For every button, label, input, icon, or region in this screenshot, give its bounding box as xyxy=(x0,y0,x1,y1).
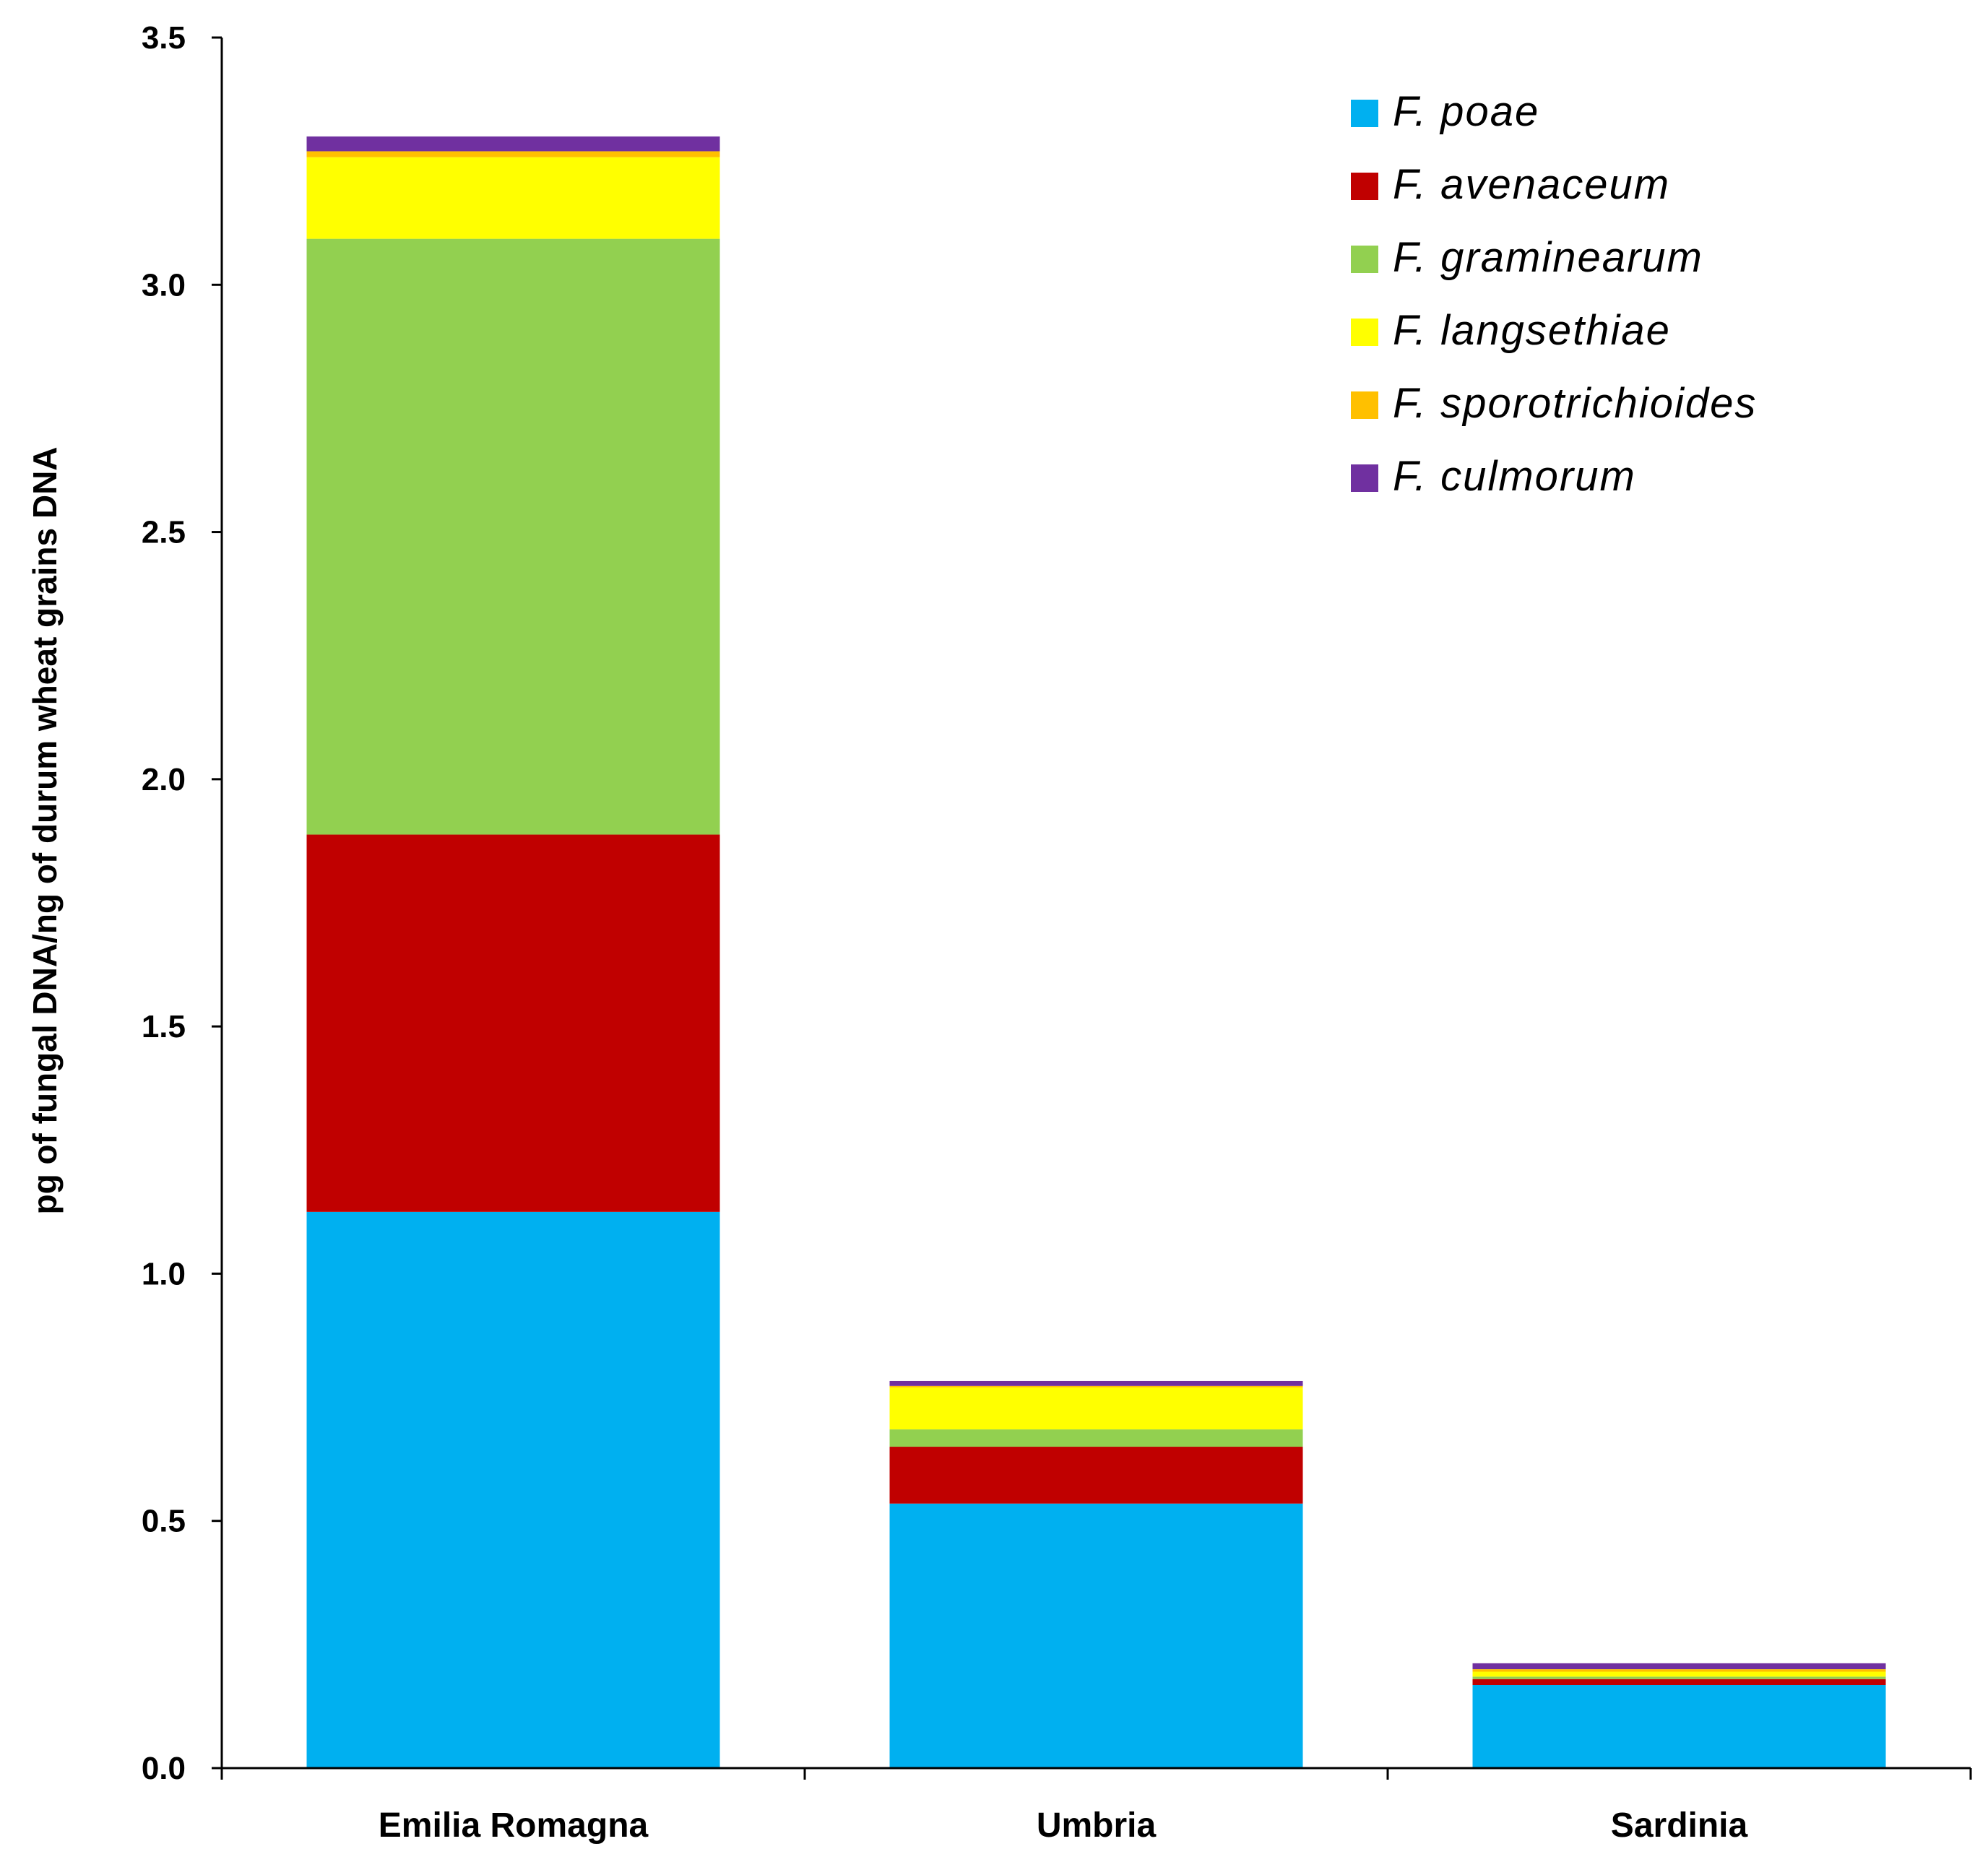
legend-label: F. sporotrichioides xyxy=(1393,380,1757,427)
bar-segment xyxy=(1472,1684,1886,1768)
y-tick-label: 3.0 xyxy=(142,267,186,303)
legend-swatch xyxy=(1351,246,1378,273)
y-tick-label: 0.0 xyxy=(142,1751,186,1786)
y-ticks: 0.0 0.5 1.0 1.5 2.0 2.5 3.0 3.5 xyxy=(142,20,222,1786)
legend-label: F. poae xyxy=(1393,88,1539,135)
y-axis-title: pg of fungal DNA/ng of durum wheat grain… xyxy=(26,446,64,1214)
bars-layer xyxy=(306,136,1886,1768)
x-category-label: Sardinia xyxy=(1611,1806,1748,1845)
bar-segment xyxy=(889,1447,1303,1504)
bar-segment xyxy=(1472,1676,1886,1679)
y-tick-label: 1.5 xyxy=(142,1009,186,1044)
bar-segment xyxy=(306,157,720,239)
legend: F. poae F. avenaceum F. graminearum F. lang… xyxy=(1351,88,1757,500)
legend-swatch xyxy=(1351,391,1378,419)
y-tick-label: 3.5 xyxy=(142,20,186,56)
bar-segment xyxy=(306,151,720,157)
y-tick-label: 2.0 xyxy=(142,762,186,797)
y-tick-label: 0.5 xyxy=(142,1504,186,1539)
y-tick-label: 1.0 xyxy=(142,1256,186,1291)
y-tick-label: 2.5 xyxy=(142,515,186,550)
bar-segment xyxy=(306,238,720,835)
bar-segment xyxy=(889,1387,1303,1430)
bar-segment xyxy=(306,136,720,152)
bar-segment xyxy=(306,1211,720,1768)
bar-segment xyxy=(889,1380,1303,1386)
bar-segment xyxy=(1472,1663,1886,1670)
legend-label: F. avenaceum xyxy=(1393,161,1670,208)
legend-swatch xyxy=(1351,100,1378,127)
axes-layer xyxy=(220,38,1971,1770)
bar-segment xyxy=(889,1503,1303,1768)
legend-swatch xyxy=(1351,319,1378,346)
legend-swatch xyxy=(1351,464,1378,492)
x-category-label: Umbria xyxy=(1037,1806,1157,1845)
bar-segment xyxy=(1472,1669,1886,1672)
bar-segment xyxy=(889,1385,1303,1387)
legend-label: F. culmorum xyxy=(1393,453,1636,500)
x-ticks: Emilia Romagna Umbria Sardinia xyxy=(220,1768,1972,1845)
x-category-label: Emilia Romagna xyxy=(379,1806,649,1845)
legend-label: F. graminearum xyxy=(1393,234,1703,281)
legend-swatch xyxy=(1351,173,1378,200)
bar-segment xyxy=(306,834,720,1212)
legend-label: F. langsethiae xyxy=(1393,307,1671,354)
bar-segment xyxy=(889,1429,1303,1447)
bar-segment xyxy=(1472,1671,1886,1677)
bar-segment xyxy=(1472,1679,1886,1685)
